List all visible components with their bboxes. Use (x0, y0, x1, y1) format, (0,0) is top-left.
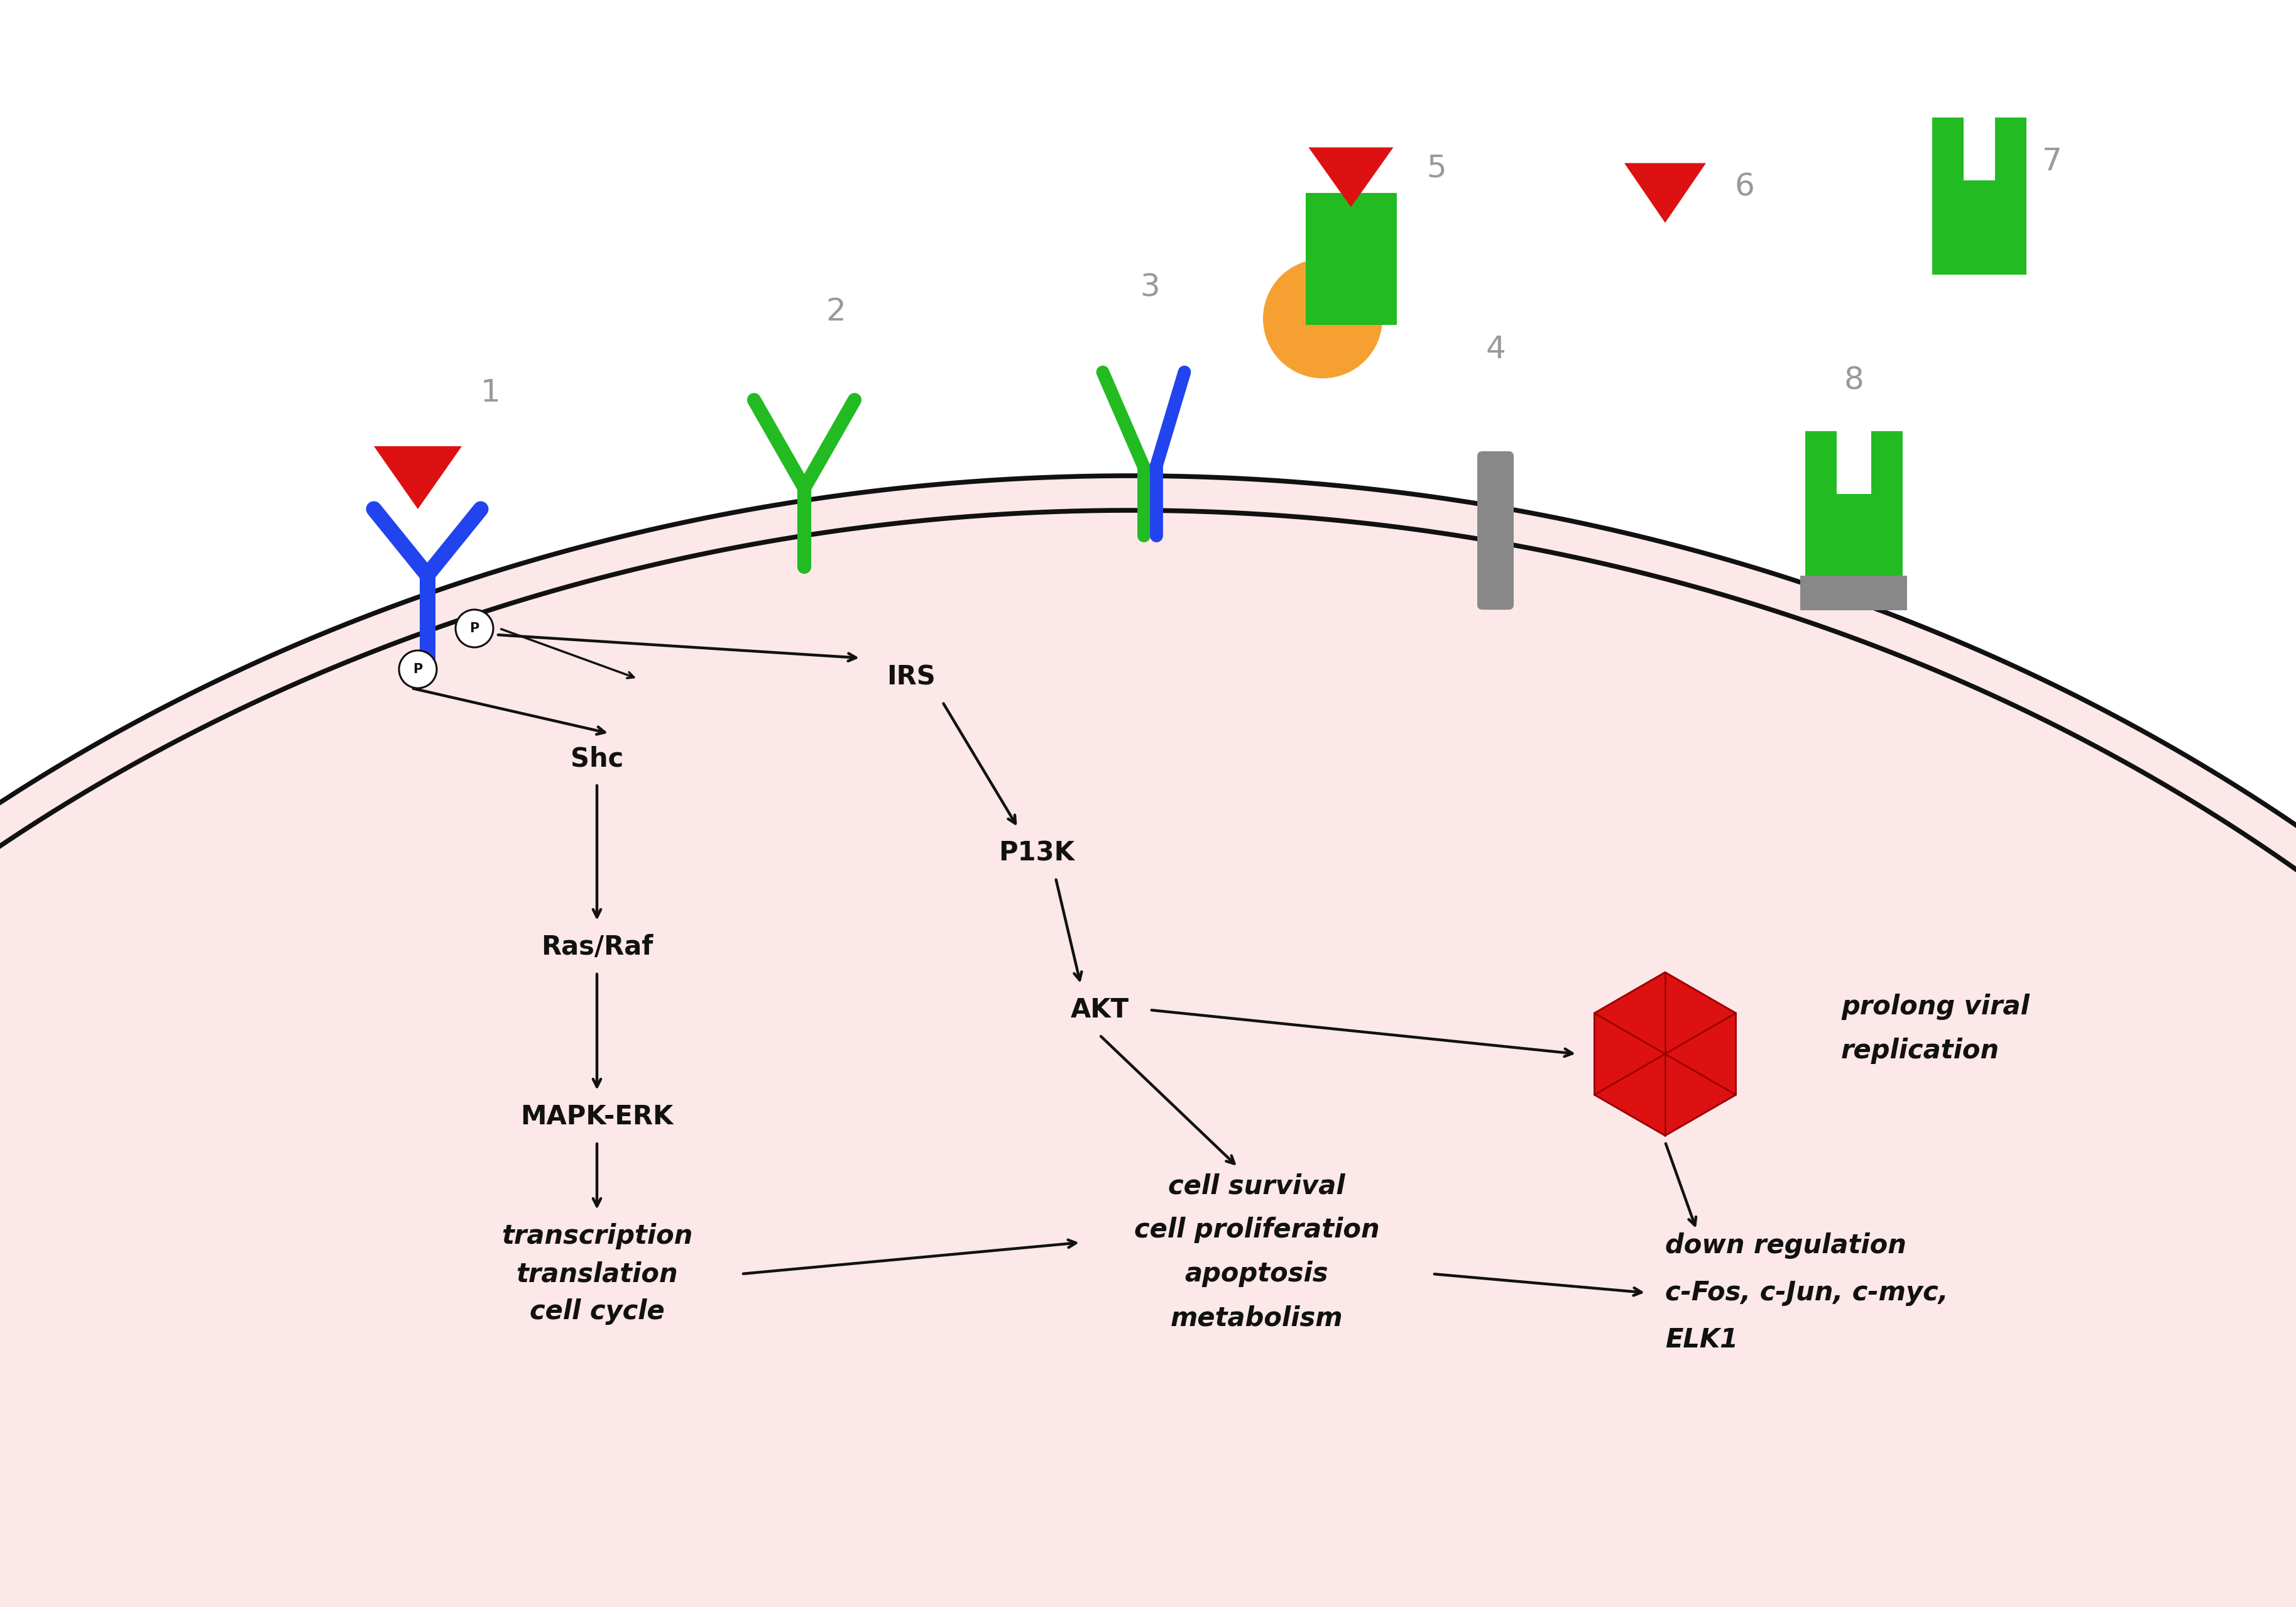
Text: c-Fos, c-Jun, c-myc,: c-Fos, c-Jun, c-myc, (1665, 1279, 1947, 1306)
Polygon shape (1309, 148, 1394, 207)
Text: cell survival: cell survival (1169, 1173, 1345, 1199)
Text: AKT: AKT (1070, 996, 1130, 1024)
Text: cell proliferation: cell proliferation (1134, 1216, 1380, 1244)
Circle shape (400, 651, 436, 688)
Text: 3: 3 (1139, 272, 1159, 302)
FancyBboxPatch shape (1931, 117, 1963, 180)
Circle shape (455, 609, 494, 648)
Text: ELK1: ELK1 (1665, 1327, 1738, 1353)
Polygon shape (1593, 972, 1736, 1136)
Polygon shape (374, 447, 461, 509)
Text: prolong viral: prolong viral (1841, 993, 2030, 1020)
Text: down regulation: down regulation (1665, 1233, 1906, 1258)
Text: P: P (468, 622, 480, 635)
Text: 4: 4 (1486, 334, 1506, 365)
FancyBboxPatch shape (1995, 117, 2025, 180)
Text: IRS: IRS (886, 664, 934, 689)
Text: P13K: P13K (999, 839, 1075, 866)
Text: apoptosis: apoptosis (1185, 1261, 1327, 1287)
Text: cell cycle: cell cycle (530, 1298, 664, 1324)
Circle shape (1263, 259, 1382, 378)
FancyBboxPatch shape (1805, 493, 1901, 575)
FancyBboxPatch shape (1304, 193, 1396, 325)
FancyBboxPatch shape (1805, 431, 1837, 493)
Text: Shc: Shc (569, 746, 622, 771)
Text: MAPK-ERK: MAPK-ERK (521, 1104, 673, 1130)
Polygon shape (1623, 162, 1706, 223)
Text: 1: 1 (480, 378, 501, 408)
FancyBboxPatch shape (1931, 180, 2025, 275)
Text: transcription: transcription (501, 1223, 693, 1249)
Polygon shape (0, 476, 2296, 1607)
Text: 6: 6 (1733, 172, 1754, 202)
Text: Ras/Raf: Ras/Raf (542, 934, 652, 961)
Text: replication: replication (1841, 1038, 2000, 1064)
FancyBboxPatch shape (1800, 575, 1906, 611)
Text: translation: translation (517, 1261, 677, 1287)
Text: 2: 2 (827, 297, 845, 328)
FancyBboxPatch shape (1871, 431, 1901, 493)
FancyBboxPatch shape (1476, 452, 1513, 609)
Text: metabolism: metabolism (1171, 1305, 1343, 1331)
Text: 7: 7 (2041, 146, 2062, 177)
Text: 8: 8 (1844, 365, 1862, 395)
Text: P: P (413, 664, 422, 675)
Text: 5: 5 (1426, 153, 1446, 183)
